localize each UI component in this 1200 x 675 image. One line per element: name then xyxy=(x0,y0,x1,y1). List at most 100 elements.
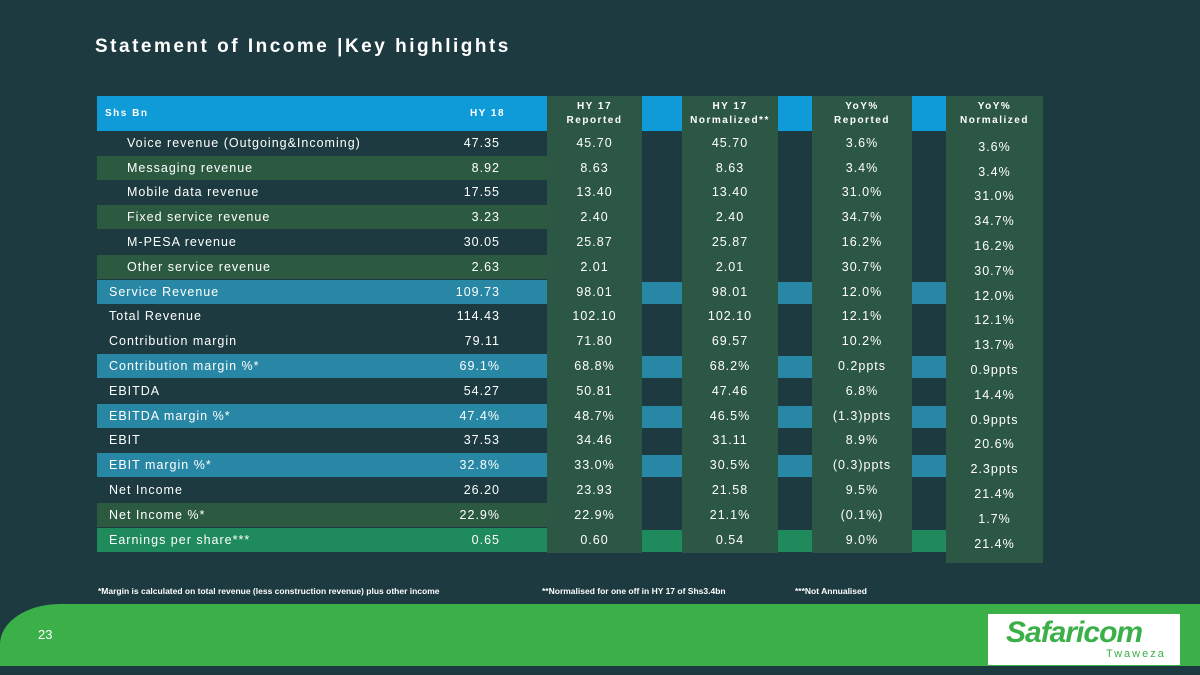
column-bg xyxy=(547,527,642,553)
cell-value: 45.70 xyxy=(711,135,749,150)
spacer xyxy=(642,257,682,279)
spacer xyxy=(778,430,812,453)
column-bg xyxy=(547,478,642,503)
cell-value: 6.8% xyxy=(845,383,879,398)
column-bg xyxy=(682,255,778,280)
cell-value: 21.58 xyxy=(711,483,749,498)
row-label: Other service revenue xyxy=(127,259,271,274)
cell-value: 69.1% xyxy=(459,359,500,374)
cell-value: 46.5% xyxy=(709,408,751,423)
column-bg xyxy=(547,354,642,379)
spacer xyxy=(642,405,682,428)
column-bg xyxy=(946,279,1043,305)
cell-value: 10.2% xyxy=(841,334,883,349)
cell-value: 14.4% xyxy=(974,387,1015,402)
spacer xyxy=(778,455,812,478)
spacer xyxy=(642,505,682,527)
column-bg xyxy=(946,180,1043,206)
cell-value: 30.5% xyxy=(709,458,751,473)
column-bg xyxy=(946,503,1043,528)
spacer xyxy=(912,480,946,502)
cell-value: 2.40 xyxy=(715,210,745,225)
column-bg xyxy=(812,304,912,330)
column-bg xyxy=(682,131,778,156)
column-bg xyxy=(946,255,1043,280)
row-label: M-PESA revenue xyxy=(127,235,237,250)
spacer xyxy=(912,281,946,304)
column-bg xyxy=(682,503,778,528)
header-cell: HY 17 Normalized** xyxy=(682,96,778,131)
column-bg xyxy=(682,329,778,355)
column-bg xyxy=(812,329,912,355)
cell-value: 0.2ppts xyxy=(837,359,886,374)
spacer xyxy=(778,381,812,403)
column-bg xyxy=(812,131,912,156)
cell-value: (1.3)ppts xyxy=(832,408,892,423)
column-bg xyxy=(547,304,642,330)
spacer xyxy=(642,381,682,403)
spacer xyxy=(778,182,812,205)
header-cell xyxy=(97,96,547,131)
cell-value: 12.1% xyxy=(974,313,1015,328)
column-bg xyxy=(682,205,778,231)
column-bg xyxy=(946,453,1043,479)
cell-value: 37.53 xyxy=(463,433,500,448)
column-bg xyxy=(812,255,912,280)
cell-value: 16.2% xyxy=(974,239,1015,254)
cell-value: 109.73 xyxy=(455,284,500,299)
cell-value: 2.3ppts xyxy=(970,462,1019,477)
column-bg xyxy=(812,205,912,231)
cell-value: 1.7% xyxy=(978,511,1011,526)
spacer xyxy=(778,331,812,354)
row-label: Net Income xyxy=(109,483,183,498)
row-label: Net Income %* xyxy=(109,507,206,522)
header-cell: Shs Bn xyxy=(105,108,149,119)
spacer xyxy=(912,455,946,478)
cell-value: 17.55 xyxy=(463,185,500,200)
cell-value: 12.0% xyxy=(974,288,1015,303)
column-bg xyxy=(812,279,912,305)
spacer xyxy=(912,96,946,131)
cell-value: 114.43 xyxy=(456,309,500,324)
column-bg xyxy=(547,131,642,156)
row-bg xyxy=(97,453,547,478)
cell-value: 3.4% xyxy=(978,164,1011,179)
cell-value: 0.65 xyxy=(471,532,500,547)
cell-value: 22.9% xyxy=(459,507,500,522)
spacer xyxy=(778,356,812,378)
cell-value: 2.40 xyxy=(580,210,609,225)
row-bg xyxy=(97,329,547,354)
cell-value: 47.35 xyxy=(463,135,500,150)
column-bg xyxy=(547,428,642,454)
column-bg xyxy=(812,403,912,429)
column-bg xyxy=(946,354,1043,379)
page-number: 23 xyxy=(38,627,53,642)
cell-value: 3.6% xyxy=(845,135,879,150)
cell-value: 34.7% xyxy=(841,210,883,225)
row-bg xyxy=(97,279,547,304)
column-bg xyxy=(946,478,1043,503)
column-bg xyxy=(812,379,912,404)
column-bg xyxy=(946,131,1043,156)
spacer xyxy=(642,480,682,502)
column-bg xyxy=(946,428,1043,454)
cell-value: 12.0% xyxy=(841,284,883,299)
column-bg xyxy=(946,304,1043,330)
spacer xyxy=(912,232,946,254)
cell-value: 30.05 xyxy=(463,235,500,250)
cell-value: 79.11 xyxy=(464,334,500,349)
spacer xyxy=(642,207,682,230)
spacer xyxy=(912,356,946,378)
column-bg xyxy=(547,180,642,206)
cell-value: 98.01 xyxy=(576,284,613,299)
cell-value: 31.0% xyxy=(974,189,1015,204)
column-bg xyxy=(946,329,1043,355)
spacer xyxy=(642,157,682,180)
cell-value: 3.6% xyxy=(978,139,1011,154)
cell-value: 33.0% xyxy=(574,458,615,473)
cell-value: 48.7% xyxy=(574,408,615,423)
spacer xyxy=(912,505,946,527)
spacer xyxy=(642,182,682,205)
logo-name: Safaricom xyxy=(1006,616,1143,649)
